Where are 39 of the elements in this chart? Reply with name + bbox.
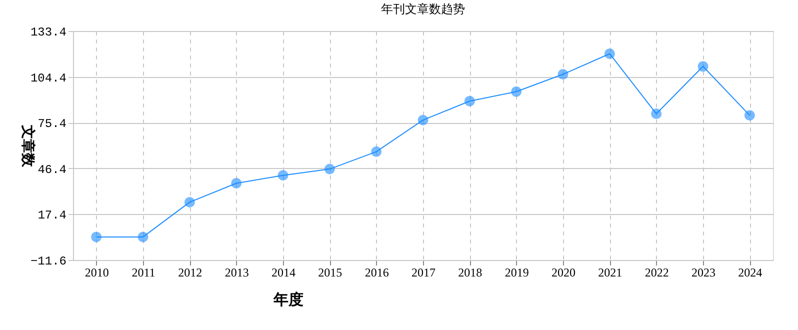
point xyxy=(138,232,148,242)
y-axis-title: 文章数 xyxy=(19,124,36,168)
x-axis-title: 年度 xyxy=(272,290,304,308)
x-tick-label: 2012 xyxy=(178,266,202,280)
y-tick-label: 46.4 xyxy=(38,162,66,177)
x-tick-label: 2011 xyxy=(132,266,156,280)
point xyxy=(278,170,288,181)
point xyxy=(418,114,428,126)
point xyxy=(511,86,522,97)
point xyxy=(558,69,568,80)
point xyxy=(324,164,335,174)
y-tick-label: 17.4 xyxy=(38,208,66,223)
point xyxy=(604,48,615,59)
point xyxy=(464,96,475,106)
x-tick-label: 2019 xyxy=(504,266,529,280)
x-tick-label: 2017 xyxy=(412,266,436,280)
x-tick-label: 2024 xyxy=(738,266,762,280)
point xyxy=(184,196,195,208)
x-tick-label: 2015 xyxy=(318,266,342,280)
point xyxy=(744,110,755,121)
x-tick-label: 2014 xyxy=(272,266,296,280)
point xyxy=(371,146,382,157)
x-tick-label: 2016 xyxy=(364,266,389,280)
x-tick-label: 2010 xyxy=(84,266,109,280)
y-tick-label: 133.4 xyxy=(30,26,66,40)
y-tick-label: 75.4 xyxy=(38,117,66,132)
x-tick-label: 2021 xyxy=(598,266,622,280)
x-tick-label: 2018 xyxy=(458,266,482,280)
point xyxy=(698,61,708,72)
x-tick-label: 2020 xyxy=(552,266,576,280)
y-tick-label: −11.6 xyxy=(30,254,66,268)
point xyxy=(231,178,242,188)
x-tick-label: 2023 xyxy=(692,266,716,280)
x-tick-label: 2022 xyxy=(644,266,669,280)
chart-title: 年刊文章数趋势 xyxy=(381,2,465,16)
point xyxy=(91,232,102,242)
y-tick-label: 104.4 xyxy=(30,71,66,86)
point xyxy=(651,108,662,119)
x-tick-label: 2013 xyxy=(224,266,249,280)
